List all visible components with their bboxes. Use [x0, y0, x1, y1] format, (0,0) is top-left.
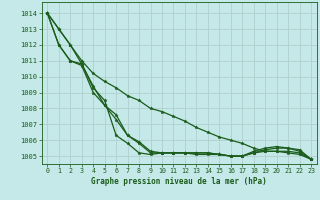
X-axis label: Graphe pression niveau de la mer (hPa): Graphe pression niveau de la mer (hPa) [91, 177, 267, 186]
